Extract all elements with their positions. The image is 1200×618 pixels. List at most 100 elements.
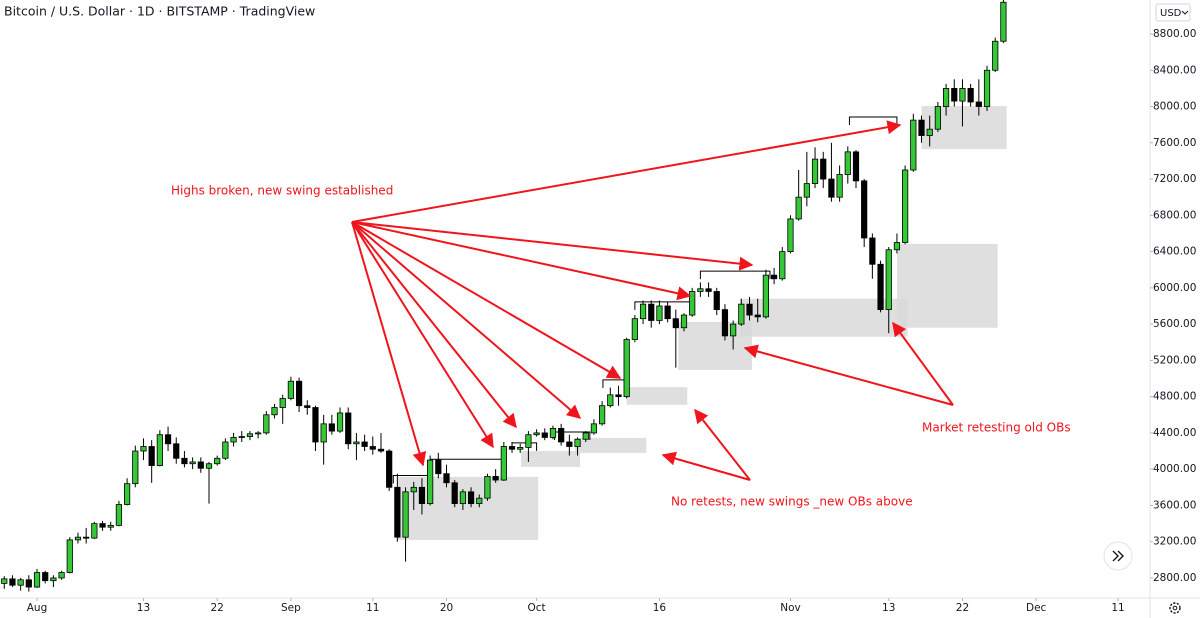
candle-body — [549, 427, 557, 438]
candle-body — [484, 476, 491, 499]
y-tick-label: 6400.00 — [1153, 246, 1196, 258]
candle-body — [975, 101, 982, 107]
candle-body — [132, 450, 139, 485]
y-tick-label: 5200.00 — [1153, 354, 1196, 366]
y-tick-label: 4800.00 — [1153, 391, 1196, 403]
order-block-zone — [896, 243, 998, 328]
x-tick-label: 16 — [653, 602, 667, 614]
candle-body — [25, 579, 32, 588]
candle-body — [713, 291, 720, 311]
y-tick-label: 7200.00 — [1153, 173, 1196, 185]
candle-body — [590, 423, 598, 434]
candle-body — [697, 288, 704, 292]
candles — [1, 0, 1007, 592]
y-tick-label: 7600.00 — [1153, 137, 1196, 149]
candle-body — [893, 242, 901, 251]
arrow — [743, 344, 954, 406]
candle-body — [623, 339, 630, 398]
candle-body — [451, 482, 458, 505]
arrow — [351, 221, 427, 467]
candle-body — [779, 251, 786, 280]
x-tick-label: Aug — [27, 602, 48, 614]
price-axis: 2800.00 3200.00 3600.00 4000.00 4400.00 4800.… — [1150, 28, 1196, 584]
y-tick-label: 3600.00 — [1153, 499, 1196, 511]
candle-body — [173, 443, 180, 459]
candle-body — [230, 437, 237, 443]
candle-body — [852, 151, 860, 182]
candle-body — [869, 237, 876, 265]
candle-body — [197, 461, 204, 469]
x-tick-label: 20 — [440, 602, 453, 614]
candle-body — [844, 151, 851, 175]
candle-body — [1, 578, 8, 584]
arrow — [351, 221, 494, 449]
candle-body — [353, 441, 360, 445]
order-block-zone — [398, 476, 539, 540]
candle-body — [287, 380, 295, 399]
candle-body — [631, 318, 638, 340]
candle-body — [918, 119, 925, 136]
arrow — [661, 451, 751, 481]
candle-body — [279, 398, 286, 408]
candle-body — [402, 491, 409, 538]
candle-body — [115, 504, 123, 526]
y-tick-label: 5600.00 — [1153, 318, 1196, 330]
currency-label[interactable]: USD — [1160, 8, 1182, 19]
candle-body — [934, 106, 941, 130]
swing-high-line — [699, 270, 771, 280]
candle-body — [410, 486, 417, 493]
candle-body — [336, 412, 344, 432]
x-tick-label: Oct — [528, 602, 546, 614]
currency-button[interactable]: USD — [1155, 3, 1191, 22]
annotation-text: Market retesting old OBs — [922, 421, 1071, 435]
candle-body — [762, 274, 770, 318]
candle-body — [803, 183, 810, 198]
candle-body — [99, 523, 106, 528]
gear[interactable] — [1169, 602, 1181, 614]
candle-body — [967, 87, 974, 103]
caret — [1181, 10, 1189, 15]
annotation-arrows — [351, 120, 954, 481]
candle-body — [926, 128, 933, 136]
candle-body — [255, 432, 262, 435]
candle-body — [566, 441, 573, 447]
candle-body — [148, 446, 155, 466]
candle-body — [861, 180, 868, 239]
candle-body — [304, 405, 311, 408]
settings-button[interactable] — [1169, 602, 1181, 614]
candle-body — [942, 87, 950, 107]
x-tick-label: 22 — [956, 602, 969, 614]
arrow — [694, 408, 751, 481]
y-tick-label: 6800.00 — [1153, 209, 1196, 221]
gear-core — [1172, 605, 1178, 611]
x-tick-label: 13 — [137, 602, 150, 614]
x-tick-label: Dec — [1026, 602, 1047, 614]
candle-body — [66, 539, 73, 573]
candle-body — [877, 263, 884, 311]
y-tick-label: 3200.00 — [1153, 536, 1196, 548]
arrow — [351, 221, 754, 271]
candle-body — [83, 536, 90, 539]
candle-body — [983, 69, 991, 107]
candle-body — [770, 274, 778, 280]
candle-body — [910, 119, 917, 171]
candle-body — [271, 407, 278, 416]
candle-body — [295, 380, 303, 407]
candle-body — [525, 434, 532, 448]
chart-title: Bitcoin / U.S. Dollar · 1D · BITSTAMP · … — [4, 4, 315, 19]
candle-body — [820, 158, 827, 180]
x-tick-label: 13 — [882, 602, 895, 614]
candle-body — [951, 87, 958, 102]
scroll-button[interactable] — [1103, 541, 1133, 571]
candle-body — [959, 87, 966, 102]
arrow — [351, 221, 517, 429]
candle-body — [558, 427, 565, 443]
currency-box[interactable] — [1155, 3, 1191, 22]
candle-body — [500, 446, 507, 481]
time-axis: Aug 13 22 Sep 11 20 Oct 16 Nov 13 22 Dec 11 — [27, 598, 1125, 614]
order-block-zone — [626, 387, 688, 405]
candle-body — [795, 196, 802, 220]
x-tick-label: 11 — [366, 602, 379, 614]
